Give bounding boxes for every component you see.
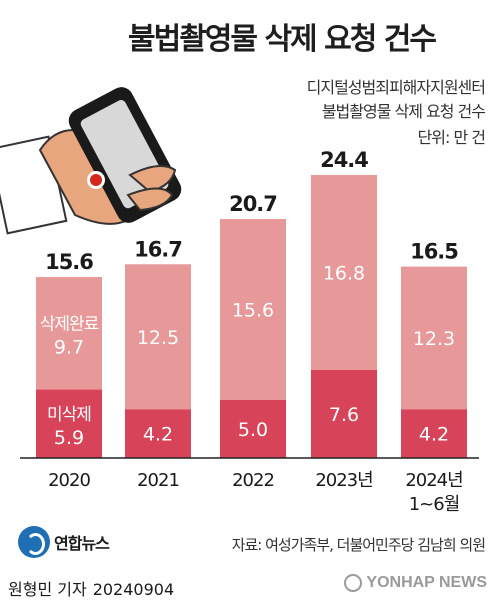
value-label-undeleted-2: 5.0 [238,419,268,441]
bar-deleted-3 [311,174,377,370]
total-label-3: 24.4 [320,148,368,172]
series-label-deleted: 삭제완료 [40,314,99,334]
value-label-deleted-3: 16.8 [323,262,365,284]
x-tick-label-1-0: 2021 [137,470,179,491]
bar-undeleted-0 [36,389,102,458]
watermark: YONHAP NEWS [344,574,487,592]
series-label-undeleted: 미삭제 [47,405,91,425]
total-label-4: 16.5 [410,240,458,264]
bar-deleted-1 [125,264,191,410]
total-label-2: 20.7 [229,192,277,216]
reporter-line: 원형민 기자 20240904 [8,576,174,600]
bar-undeleted-1 [125,409,191,458]
x-tick-label-2-0: 2022 [232,470,274,491]
chart-title: 불법촬영물 삭제 요청 건수 [128,22,437,57]
total-label-0: 15.6 [45,250,93,274]
value-label-undeleted-0: 5.9 [54,427,84,449]
x-tick-label-3-0: 2023년 [315,470,372,491]
value-label-deleted-4: 12.3 [413,328,455,350]
publish-date: 20240904 [92,580,175,599]
hand-phone-icon [0,87,182,235]
x-tick-label-4-1: 1~6월 [409,494,460,515]
bar-deleted-4 [401,266,467,410]
source-text: 자료: 여성가족부, 더불어민주당 김남희 의원 [231,536,486,554]
value-label-deleted-0: 9.7 [54,336,84,358]
watermark-text: YONHAP NEWS [366,574,487,591]
logo-text: 연합뉴스 [54,534,110,553]
value-label-deleted-2: 15.6 [232,300,274,322]
subtitle-line1: 디지털성범죄피해자지원센터 [306,78,486,97]
unit-label: 단위: 만 건 [417,128,486,147]
reporter-name: 원형민 기자 [8,580,87,599]
value-label-deleted-1: 12.5 [137,327,179,349]
watermark-icon [344,574,363,592]
total-label-1: 16.7 [134,237,182,261]
bar-deleted-2 [220,219,286,400]
yonhap-logo: 연합뉴스 [18,526,110,558]
bar-undeleted-2 [220,400,286,458]
value-label-undeleted-3: 7.6 [329,404,359,426]
bar-deleted-0 [36,277,102,390]
yonhap-logo-icon [18,526,50,558]
x-tick-label-4-0: 2024년 [405,470,462,491]
subtitle-line2: 불법촬영물 삭제 요청 건수 [321,102,486,121]
x-tick-label-0-0: 2020 [48,470,90,491]
bar-undeleted-3 [311,369,377,458]
value-label-undeleted-4: 4.2 [419,424,449,446]
bar-undeleted-4 [401,409,467,458]
value-label-undeleted-1: 4.2 [143,424,173,446]
